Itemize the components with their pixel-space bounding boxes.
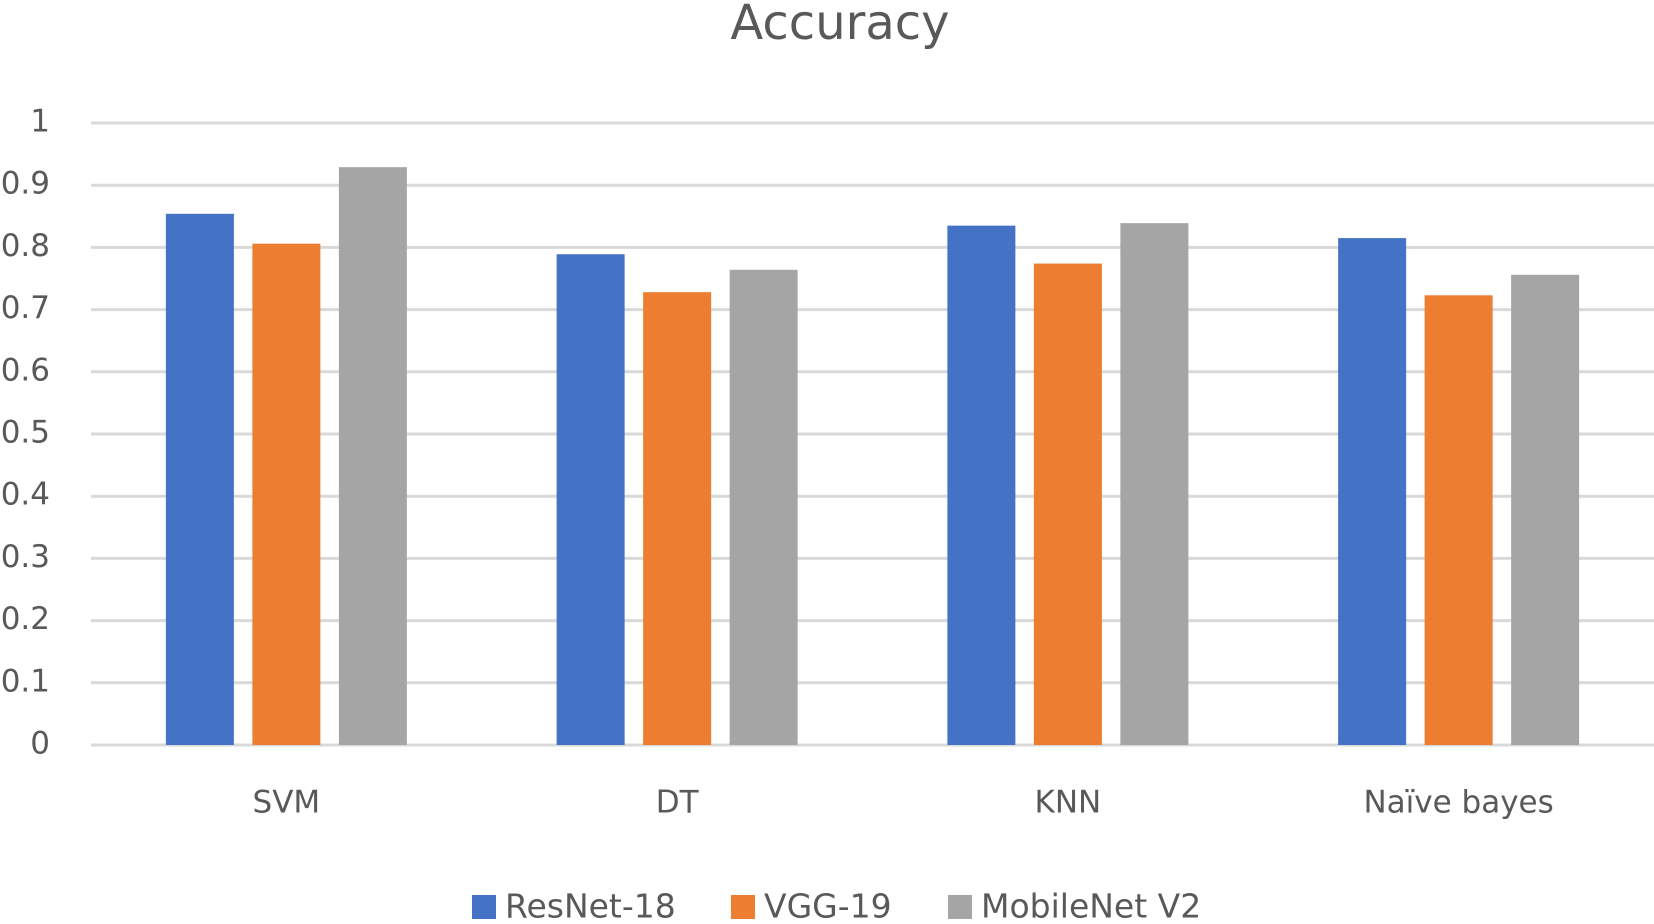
legend-label: ResNet-18	[505, 887, 676, 924]
bar	[338, 167, 407, 746]
bar	[556, 254, 625, 745]
y-tick-label: 1	[30, 104, 50, 140]
legend-swatch	[731, 895, 755, 919]
x-tick-label: Naïve bayes	[1363, 785, 1553, 821]
bar	[947, 225, 1016, 745]
bar	[165, 213, 234, 745]
bar	[729, 269, 798, 745]
legend-label: VGG-19	[764, 887, 892, 924]
bar	[252, 243, 321, 745]
legend-swatch	[948, 895, 972, 919]
bar	[1338, 238, 1407, 745]
y-tick-label: 0.9	[1, 166, 50, 202]
bar	[1120, 223, 1189, 746]
y-tick-label: 0.1	[1, 663, 50, 699]
y-tick-label: 0.8	[1, 228, 50, 264]
x-tick-label: DT	[656, 785, 700, 821]
legend-swatch	[472, 895, 496, 919]
bar	[1033, 263, 1102, 745]
x-tick-label: KNN	[1035, 785, 1102, 821]
y-tick-label: 0.2	[1, 601, 50, 637]
bar	[643, 292, 712, 745]
x-tick-label: SVM	[253, 785, 321, 821]
chart-title: Accuracy	[730, 0, 949, 51]
y-tick-label: 0	[30, 726, 50, 762]
bar	[1511, 274, 1580, 745]
legend-label: MobileNet V2	[981, 887, 1201, 924]
y-tick-label: 0.3	[1, 539, 50, 575]
y-tick-label: 0.6	[1, 352, 50, 388]
y-tick-label: 0.5	[1, 415, 50, 451]
y-tick-label: 0.7	[1, 290, 50, 326]
bar	[1424, 295, 1493, 745]
y-tick-label: 0.4	[1, 477, 50, 513]
